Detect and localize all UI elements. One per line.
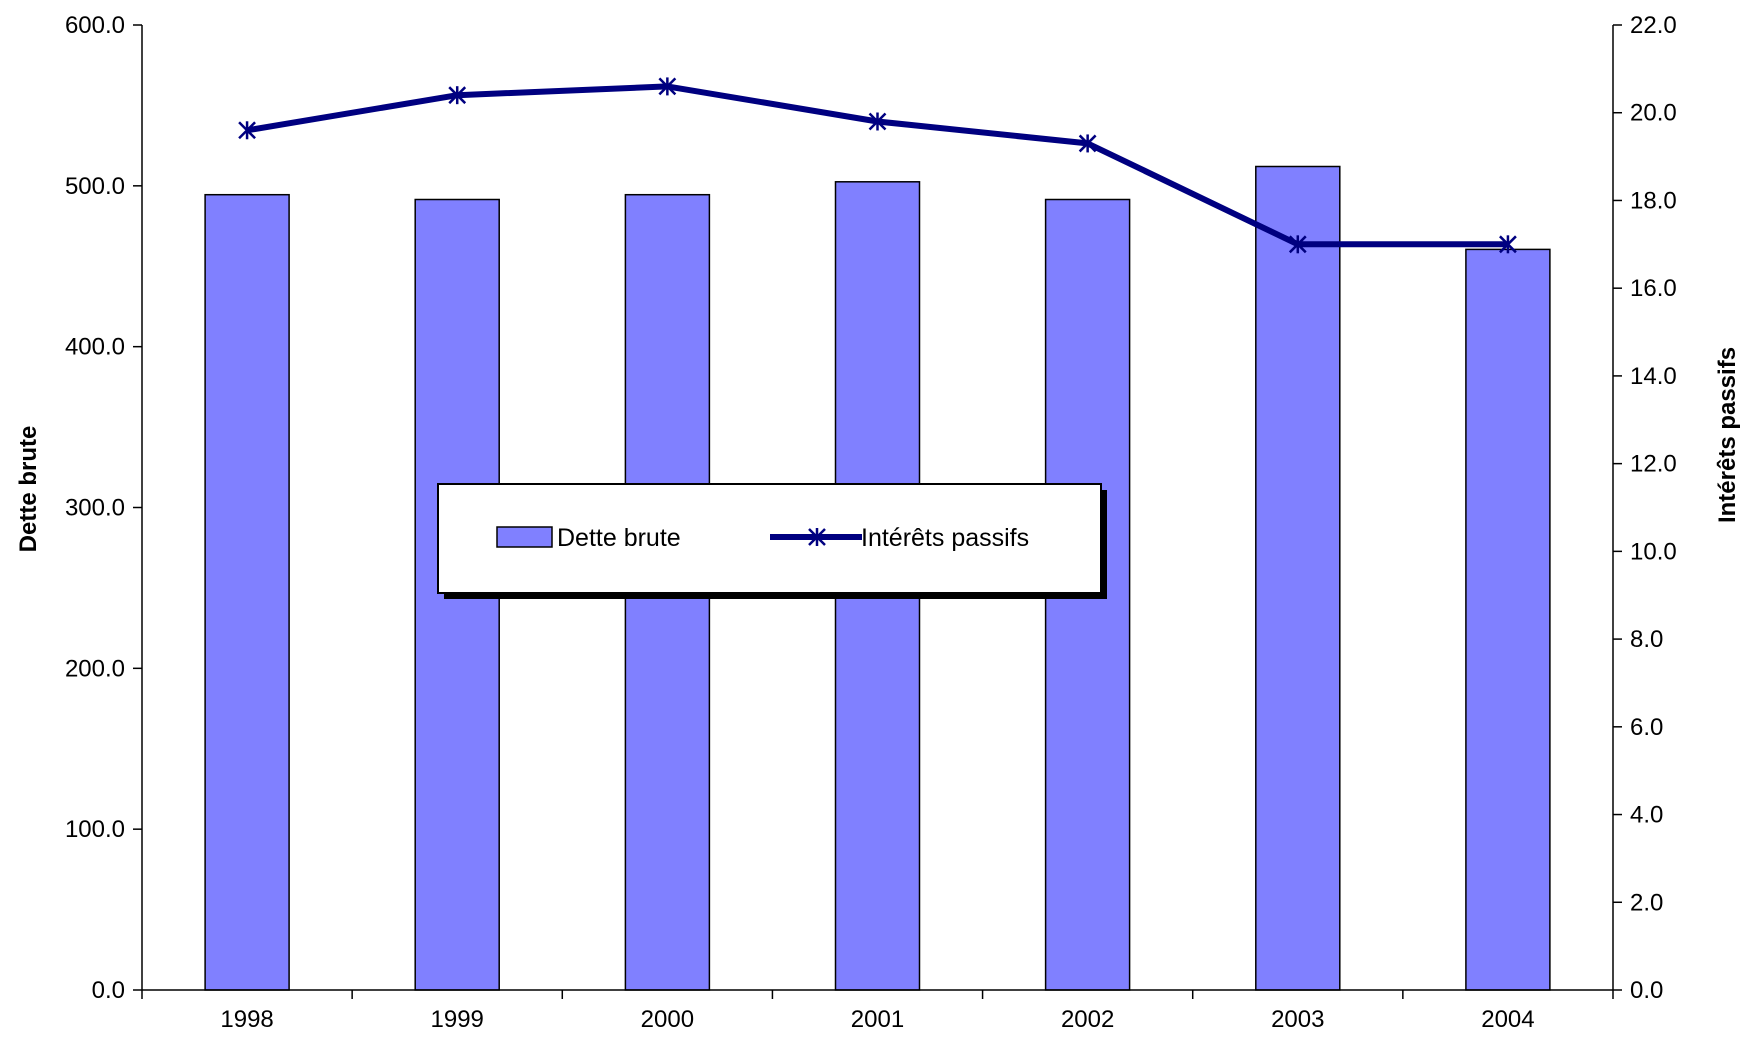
x-tick-label-2002: 2002 <box>1061 1006 1114 1033</box>
legend-label-dette-brute: Dette brute <box>557 524 681 552</box>
legend: Dette brute Intérêts passifs <box>437 483 1107 599</box>
point-interets-passifs-1999 <box>448 86 467 105</box>
y-tick-label: 100.0 <box>65 816 125 843</box>
bar-2004 <box>1465 248 1551 991</box>
legend-swatch-dette-brute <box>496 526 553 548</box>
bar-2003 <box>1255 165 1341 991</box>
x-tick-label-2004: 2004 <box>1481 1006 1534 1033</box>
y-tick-label: 300.0 <box>65 495 125 522</box>
x-tick-label-2001: 2001 <box>851 1006 904 1033</box>
line-layer <box>238 77 1517 254</box>
y2-tick-label: 2.0 <box>1630 889 1663 916</box>
y-axis-title: Dette brute <box>15 426 42 553</box>
y-tick-label: 600.0 <box>65 12 125 39</box>
y-tick-label: 500.0 <box>65 173 125 200</box>
x-tick-label-1998: 1998 <box>220 1006 273 1033</box>
legend-marker-interets-passifs <box>808 528 826 546</box>
point-interets-passifs-2000 <box>658 77 677 96</box>
y-tick-label: 200.0 <box>65 655 125 682</box>
y2-axis-title: Intérêts passifs <box>1714 347 1741 523</box>
legend-label-interets-passifs: Intérêts passifs <box>861 524 1029 552</box>
point-interets-passifs-2001 <box>868 112 887 131</box>
y2-tick-label: 18.0 <box>1630 187 1677 214</box>
y-tick-label: 0.0 <box>92 977 125 1004</box>
x-tick-label-2000: 2000 <box>641 1006 694 1033</box>
y2-tick-label: 20.0 <box>1630 100 1677 127</box>
x-tick-label-2003: 2003 <box>1271 1006 1324 1033</box>
point-interets-passifs-2004 <box>1499 235 1517 254</box>
y2-tick-label: 6.0 <box>1630 714 1663 741</box>
axes-layer: 0.0 100.0 200.0 300.0 400.0 500.0 600.0 0.0 2.0 4… <box>65 12 1677 1033</box>
y-tick-label: 400.0 <box>65 334 125 361</box>
y2-tick-label: 22.0 <box>1630 12 1677 39</box>
y2-tick-label: 16.0 <box>1630 275 1677 302</box>
point-interets-passifs-1998 <box>238 121 256 140</box>
bar-1998 <box>204 193 290 991</box>
y2-tick-label: 14.0 <box>1630 363 1677 390</box>
y2-tick-label: 8.0 <box>1630 626 1663 653</box>
y2-tick-label: 10.0 <box>1630 538 1677 565</box>
point-interets-passifs-2002 <box>1078 134 1097 153</box>
y2-tick-label: 0.0 <box>1630 977 1663 1004</box>
x-tick-label-1999: 1999 <box>431 1006 484 1033</box>
point-interets-passifs-2003 <box>1288 235 1307 254</box>
y2-tick-label: 4.0 <box>1630 802 1663 829</box>
y2-tick-label: 12.0 <box>1630 451 1677 478</box>
